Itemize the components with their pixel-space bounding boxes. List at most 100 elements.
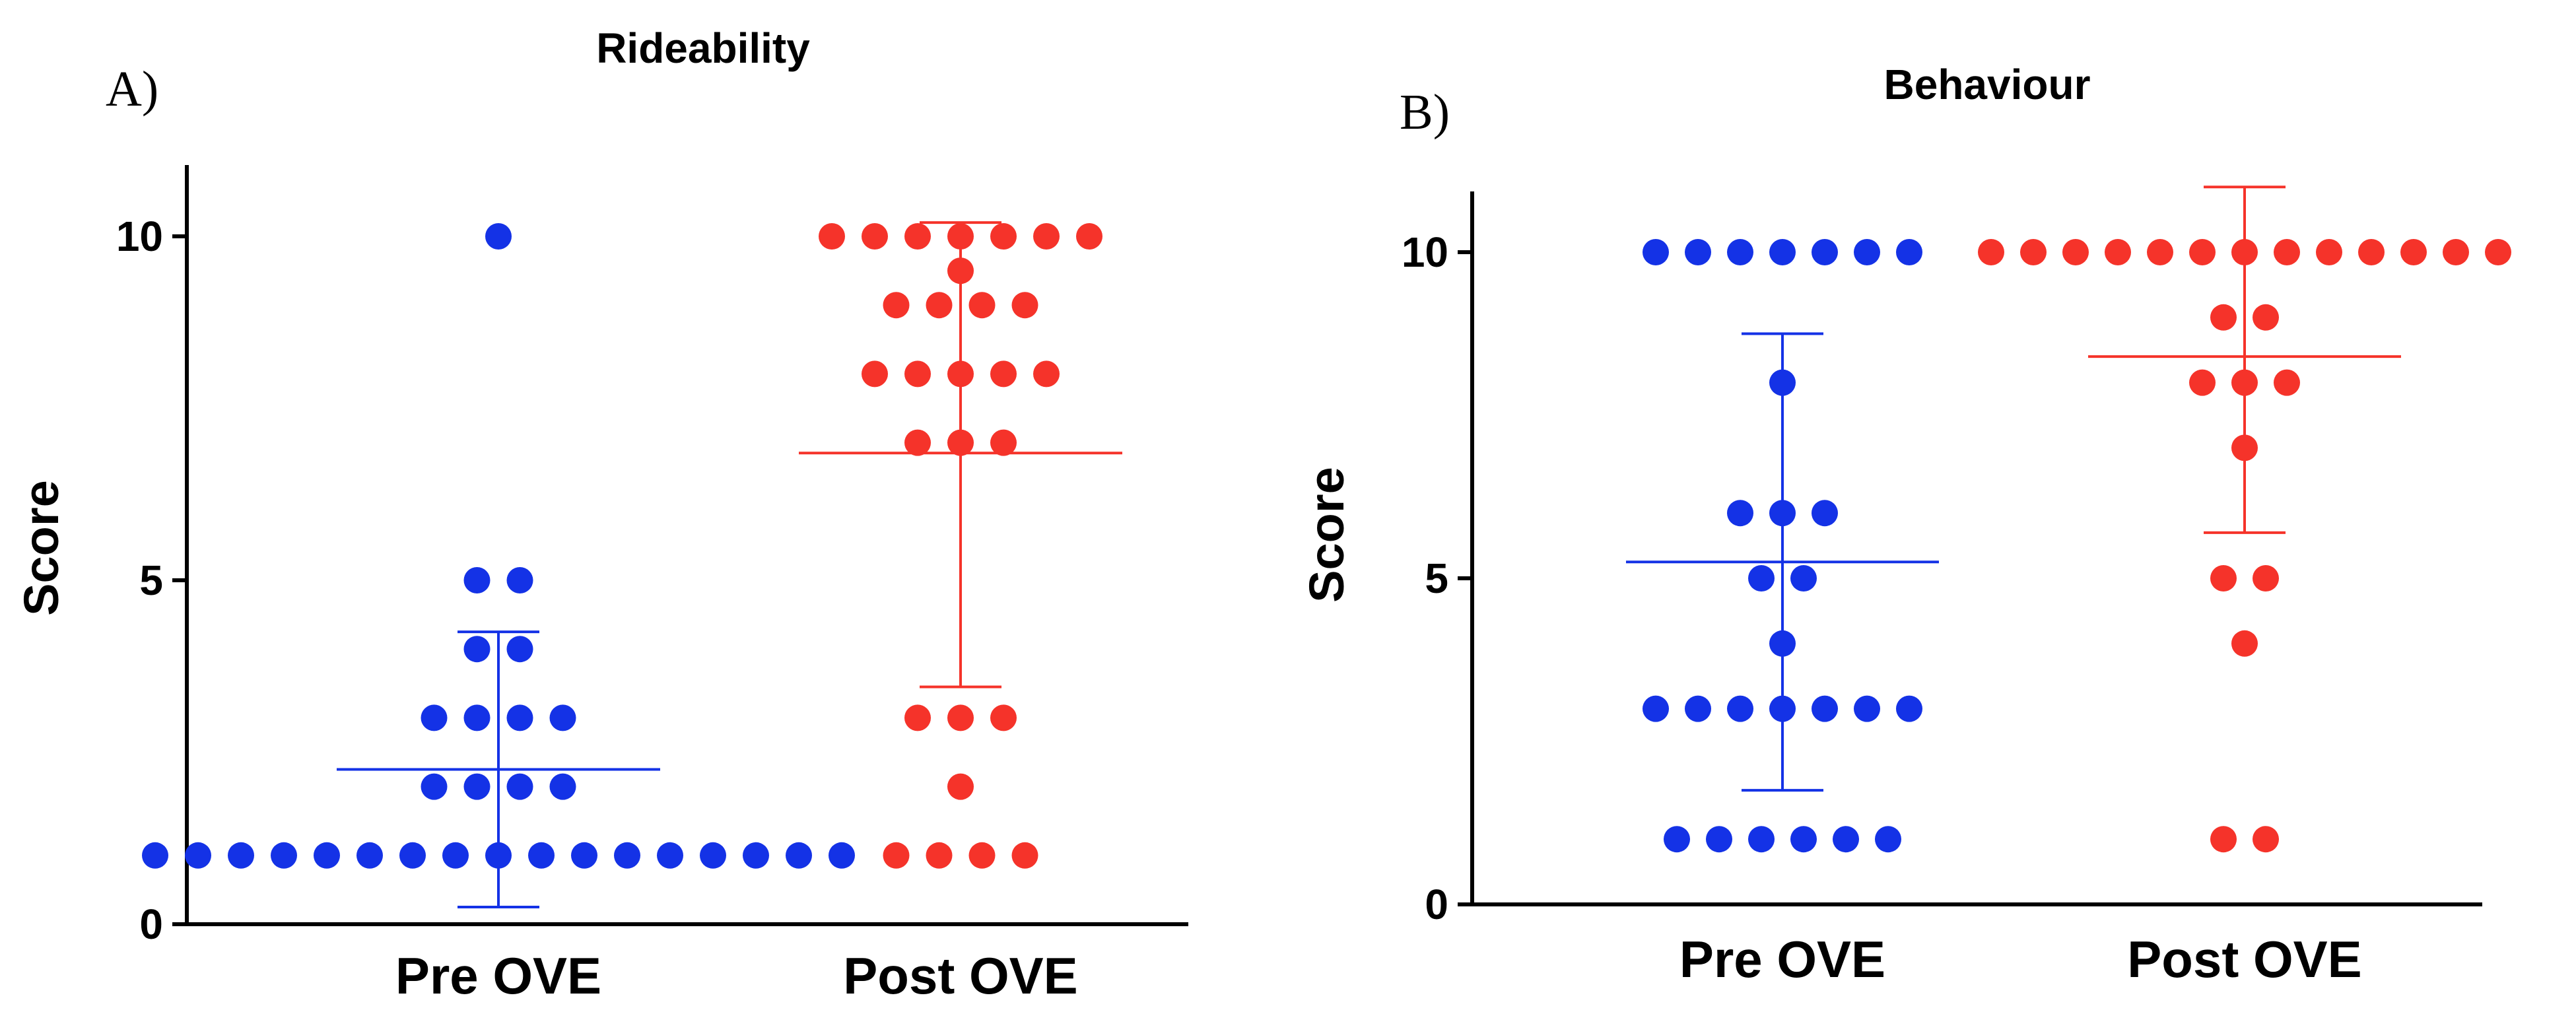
data-point-post-ove xyxy=(2231,434,2258,461)
category-label-pre-ove: Pre OVE xyxy=(395,947,601,1005)
data-point-post-ove xyxy=(904,360,931,388)
data-point-pre-ove xyxy=(1685,695,1711,722)
data-point-pre-ove xyxy=(421,773,448,800)
data-point-post-ove xyxy=(2443,239,2469,265)
y-tick-label: 10 xyxy=(1402,228,1448,276)
data-point-pre-ove xyxy=(485,842,512,869)
data-point-pre-ove xyxy=(829,842,855,869)
data-point-pre-ove xyxy=(314,842,340,869)
data-point-pre-ove xyxy=(1833,826,1859,853)
data-point-pre-ove xyxy=(463,636,491,663)
data-point-post-ove xyxy=(2020,239,2047,265)
data-point-pre-ove xyxy=(1812,695,1838,722)
y-ticks-a: 0 5 10 xyxy=(116,213,187,948)
data-point-post-ove xyxy=(2210,304,2237,331)
data-point-post-ove xyxy=(2231,369,2258,396)
data-point-pre-ove xyxy=(1769,369,1796,396)
data-point-post-ove xyxy=(2253,565,2279,592)
data-point-post-ove xyxy=(926,292,953,319)
data-point-pre-ove xyxy=(271,842,297,869)
data-point-pre-ove xyxy=(356,842,383,869)
data-point-post-ove xyxy=(2231,239,2258,265)
data-point-post-ove xyxy=(2274,369,2300,396)
data-point-post-ove xyxy=(947,704,974,731)
data-point-pre-ove xyxy=(1854,695,1880,722)
data-point-pre-ove xyxy=(228,842,254,869)
panel-b: B) Behaviour Score 0 5 10 Pre OVE Post OVE xyxy=(1299,61,2511,988)
data-point-pre-ove xyxy=(1812,500,1838,527)
data-point-pre-ove xyxy=(786,842,812,869)
data-point-pre-ove xyxy=(1748,565,1775,592)
data-point-pre-ove xyxy=(528,842,555,869)
data-point-pre-ove xyxy=(1643,695,1669,722)
panel-label-b: B) xyxy=(1400,84,1450,140)
data-point-pre-ove xyxy=(463,773,491,800)
data-point-post-ove xyxy=(990,360,1017,388)
data-point-post-ove xyxy=(2147,239,2173,265)
data-point-pre-ove xyxy=(549,704,576,731)
data-point-post-ove xyxy=(2253,304,2279,331)
data-point-pre-ove xyxy=(1790,565,1817,592)
data-point-post-ove xyxy=(947,773,974,800)
data-point-post-ove xyxy=(2400,239,2427,265)
data-point-pre-ove xyxy=(1769,630,1796,657)
data-point-post-ove xyxy=(947,429,974,456)
x-categories-a: Pre OVE Post OVE xyxy=(395,947,1078,1005)
data-point-post-ove xyxy=(947,360,974,388)
data-point-pre-ove xyxy=(1769,500,1796,527)
data-point-post-ove xyxy=(2274,239,2300,265)
y-axis-label-a: Score xyxy=(14,480,69,616)
data-point-pre-ove xyxy=(142,842,168,869)
data-point-post-ove xyxy=(990,429,1017,456)
data-point-post-ove xyxy=(2210,826,2237,853)
y-axis-label-b: Score xyxy=(1299,467,1354,603)
data-point-pre-ove xyxy=(1727,239,1753,265)
data-point-pre-ove xyxy=(485,223,512,250)
data-point-pre-ove xyxy=(1643,239,1669,265)
category-label-post-ove: Post OVE xyxy=(2127,930,2361,988)
data-point-pre-ove xyxy=(571,842,597,869)
data-point-post-ove xyxy=(862,360,888,388)
data-point-post-ove xyxy=(947,223,974,250)
data-point-post-ove xyxy=(819,223,845,250)
data-point-pre-ove xyxy=(549,773,576,800)
data-point-pre-ove xyxy=(506,636,533,663)
data-point-post-ove xyxy=(862,223,888,250)
y-tick-label: 5 xyxy=(1425,555,1448,602)
data-point-post-ove xyxy=(883,842,910,869)
data-point-post-ove xyxy=(947,257,974,285)
data-point-post-ove xyxy=(2105,239,2131,265)
y-tick-label: 0 xyxy=(1425,881,1448,928)
data-point-post-ove xyxy=(2253,826,2279,853)
data-point-post-ove xyxy=(926,842,953,869)
data-point-pre-ove xyxy=(1706,826,1732,853)
data-point-pre-ove xyxy=(1727,695,1753,722)
data-point-post-ove xyxy=(1011,292,1038,319)
data-point-pre-ove xyxy=(1896,239,1922,265)
data-point-pre-ove xyxy=(506,704,533,731)
data-point-post-ove xyxy=(2358,239,2385,265)
data-point-post-ove xyxy=(1978,239,2004,265)
data-point-post-ove xyxy=(968,842,996,869)
chart-title-behaviour: Behaviour xyxy=(1884,61,2091,108)
data-point-post-ove xyxy=(2231,630,2258,657)
data-point-post-ove xyxy=(1076,223,1102,250)
data-point-post-ove xyxy=(883,292,910,319)
data-point-pre-ove xyxy=(463,567,491,593)
data-point-pre-ove xyxy=(463,704,491,731)
data-point-pre-ove xyxy=(442,842,469,869)
x-categories-b: Pre OVE Post OVE xyxy=(1679,930,2362,988)
data-point-pre-ove xyxy=(1685,239,1711,265)
data-point-post-ove xyxy=(2189,369,2216,396)
y-tick-label: 10 xyxy=(116,213,163,260)
data-point-pre-ove xyxy=(421,704,448,731)
data-point-post-ove xyxy=(2210,565,2237,592)
data-point-pre-ove xyxy=(657,842,683,869)
data-point-post-ove xyxy=(2189,239,2216,265)
data-point-pre-ove xyxy=(1854,239,1880,265)
panel-a: A) Rideability Score 0 5 10 Pre OVE Post O… xyxy=(14,24,1188,1005)
data-point-pre-ove xyxy=(399,842,426,869)
data-point-post-ove xyxy=(2316,239,2342,265)
data-points-a xyxy=(142,221,1122,908)
